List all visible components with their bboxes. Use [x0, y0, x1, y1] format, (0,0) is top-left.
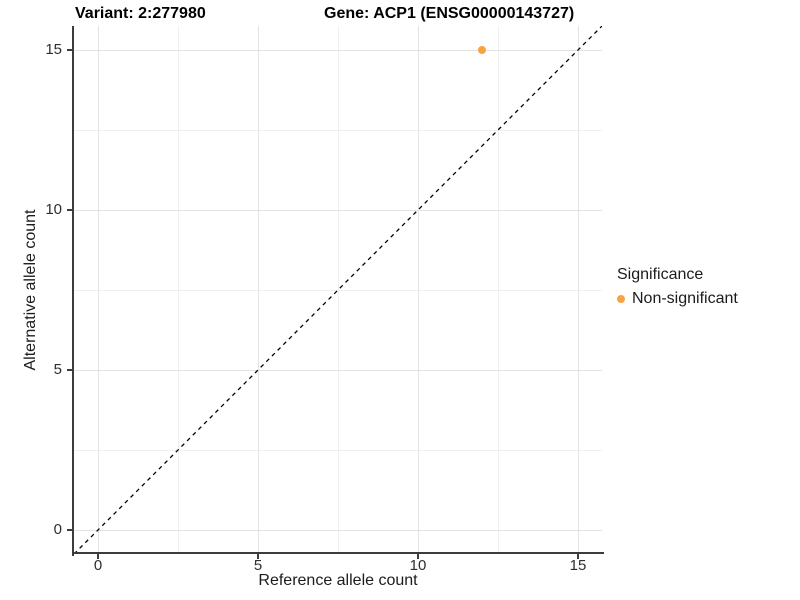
- gridline-y-15: [74, 50, 602, 51]
- y-axis-title: Alternative allele count: [22, 209, 39, 371]
- gridline-y-0: [74, 530, 602, 531]
- x-tick-mark-5: [257, 554, 259, 559]
- plot-title-gene: Gene: ACP1 (ENSG00000143727): [324, 5, 575, 22]
- legend-item-label: Non-significant: [632, 290, 738, 307]
- y-tick-mark-10: [67, 209, 72, 211]
- x-tick-label-5: 5: [253, 557, 263, 574]
- legend: Significance Non-significant: [617, 265, 738, 308]
- x-tick-label-0: 0: [93, 557, 103, 574]
- x-tick-label-15: 15: [569, 557, 587, 574]
- x-axis-line: [72, 552, 604, 554]
- legend-title: Significance: [617, 266, 704, 283]
- gridline-y-12-5: [74, 130, 602, 131]
- plot-panel: [74, 26, 602, 554]
- y-tick-label-15: 15: [45, 41, 62, 58]
- gridline-y-2-5: [74, 450, 602, 451]
- legend-dot-icon: [617, 294, 625, 303]
- gridline-y-7-5: [74, 290, 602, 291]
- y-tick-label-5: 5: [53, 361, 62, 378]
- y-tick-mark-5: [67, 369, 72, 371]
- y-tick-label-0: 0: [53, 521, 62, 538]
- plot-title-variant: Variant: 2:277980: [75, 5, 206, 22]
- x-tick-mark-0: [97, 554, 99, 559]
- legend-item-non-significant: Non-significant: [617, 289, 738, 308]
- y-axis-line: [72, 26, 74, 556]
- data-point: [478, 46, 486, 54]
- x-tick-mark-10: [417, 554, 419, 559]
- gridline-y-10: [74, 210, 602, 211]
- gridline-y-5: [74, 370, 602, 371]
- y-tick-mark-15: [67, 49, 72, 51]
- x-tick-label-10: 10: [409, 557, 427, 574]
- identity-line: [74, 26, 602, 554]
- x-tick-mark-15: [577, 554, 579, 559]
- x-axis-title: Reference allele count: [258, 572, 418, 589]
- y-tick-label-10: 10: [45, 201, 62, 218]
- y-tick-mark-0: [67, 529, 72, 531]
